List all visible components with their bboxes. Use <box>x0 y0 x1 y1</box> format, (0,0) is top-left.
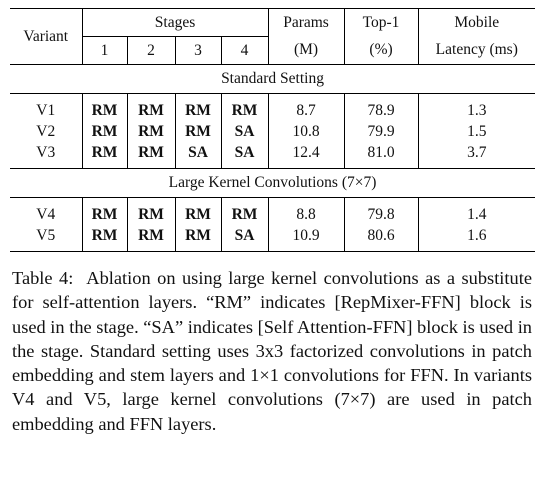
cell-stage: RM <box>174 197 221 225</box>
cell-variant: V4 <box>36 205 56 223</box>
table-body: Standard Setting V1 RM RM RM RM 8.7 78.9… <box>10 64 536 252</box>
header-stages: Stages <box>81 8 269 37</box>
header-mobile: Mobile <box>417 8 536 37</box>
cell-latency: 1.4 <box>417 197 536 225</box>
cell-top1: 79.8 <box>343 197 419 225</box>
section-header-row: Large Kernel Convolutions (7×7) <box>10 168 536 198</box>
cell-top1: 80.6 <box>343 225 419 252</box>
table-caption: Table 4: Ablation on using large kernel … <box>12 266 532 436</box>
cell-stage: RM <box>220 93 269 121</box>
cell-top1: 79.9 <box>343 121 419 142</box>
table-row: V2 RM RM RM SA 10.8 79.9 1.5 <box>10 121 536 142</box>
cell-latency: 1.6 <box>417 225 536 252</box>
cell-params: 10.9 <box>267 225 345 252</box>
ablation-table: Variant Stages Params Top-1 Mobile 1 2 3… <box>10 8 536 252</box>
cell-latency: 3.7 <box>417 142 536 169</box>
cell-stage: RM <box>81 197 127 225</box>
table-row: V5 RM RM RM SA 10.9 80.6 1.6 <box>10 225 536 252</box>
cell-stage: SA <box>220 225 269 252</box>
cell-stage: RM <box>126 142 175 169</box>
cell-variant: V1 <box>36 101 56 119</box>
table-row: V3 RM RM SA SA 12.4 81.0 3.7 <box>10 142 536 169</box>
header-stage-3: 3 <box>174 36 221 65</box>
cell-stage: RM <box>174 121 221 142</box>
section-title-large-kernel: Large Kernel Convolutions (7×7) <box>10 168 536 198</box>
header-mobile-unit: Latency (ms) <box>417 36 536 65</box>
cell-variant: V3 <box>36 143 56 161</box>
cell-stage: RM <box>81 142 127 169</box>
cell-stage: SA <box>220 142 269 169</box>
header-stage-2: 2 <box>126 36 175 65</box>
cell-top1: 81.0 <box>343 142 419 169</box>
section-title-standard: Standard Setting <box>10 64 536 94</box>
cell-variant: V2 <box>36 122 56 140</box>
cell-params: 12.4 <box>267 142 345 169</box>
cell-stage: RM <box>174 225 221 252</box>
table-header: Variant Stages Params Top-1 Mobile 1 2 3… <box>10 8 536 65</box>
header-params: Params <box>267 8 345 37</box>
cell-stage: RM <box>126 225 175 252</box>
cell-params: 8.7 <box>267 93 345 121</box>
caption-label: Table 4: <box>12 268 74 288</box>
cell-stage: RM <box>126 93 175 121</box>
cell-latency: 1.5 <box>417 121 536 142</box>
header-top1-unit: (%) <box>343 36 419 65</box>
section-header-row: Standard Setting <box>10 64 536 94</box>
cell-stage: RM <box>126 121 175 142</box>
cell-stage: RM <box>174 93 221 121</box>
ablation-table-container: Variant Stages Params Top-1 Mobile 1 2 3… <box>10 8 536 252</box>
cell-stage: RM <box>81 225 127 252</box>
cell-params: 10.8 <box>267 121 345 142</box>
header-params-unit: (M) <box>267 36 345 65</box>
cell-stage: RM <box>126 197 175 225</box>
header-variant: Variant <box>10 8 82 65</box>
cell-stage: SA <box>174 142 221 169</box>
header-stage-1: 1 <box>81 36 127 65</box>
caption-text: Ablation on using large kernel convoluti… <box>12 268 532 434</box>
cell-variant: V5 <box>10 225 82 252</box>
header-top1: Top-1 <box>343 8 419 37</box>
cell-stage: RM <box>220 197 269 225</box>
cell-stage: RM <box>81 93 127 121</box>
cell-latency: 1.3 <box>417 93 536 121</box>
header-stage-4: 4 <box>220 36 269 65</box>
cell-params: 8.8 <box>267 197 345 225</box>
cell-stage: RM <box>81 121 127 142</box>
table-row: V1 RM RM RM RM 8.7 78.9 1.3 <box>10 93 536 121</box>
table-row: V4 RM RM RM RM 8.8 79.8 1.4 <box>10 197 536 225</box>
cell-top1: 78.9 <box>343 93 419 121</box>
cell-stage: SA <box>220 121 269 142</box>
